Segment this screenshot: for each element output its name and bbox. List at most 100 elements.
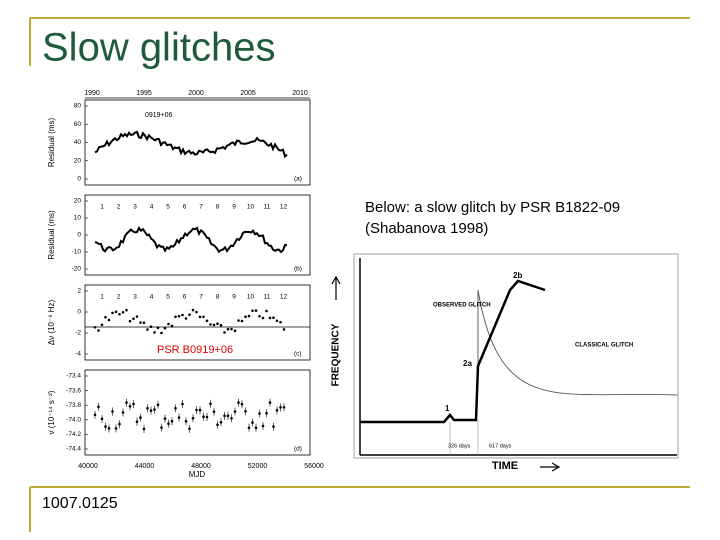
glitch-number: 6 [183, 294, 187, 301]
data-dot [111, 311, 114, 315]
glitch-number: 4 [150, 294, 154, 301]
data-dot [174, 315, 177, 319]
x-axis-label: MJD [189, 470, 206, 479]
data-dot [170, 324, 174, 328]
panel-tag: (c) [294, 351, 302, 358]
residual-curve [94, 226, 288, 254]
year-label: 2010 [292, 90, 308, 97]
arrow [331, 275, 341, 300]
y-tick-label: -74.2 [66, 431, 81, 438]
data-dot [177, 314, 181, 318]
glitch-number: 9 [232, 204, 236, 211]
glitch-number: 9 [232, 294, 236, 301]
glitch-number: 12 [280, 294, 288, 301]
y-tick-label: 0 [77, 176, 81, 183]
point-label: 2b [513, 271, 522, 280]
data-dot [146, 328, 149, 331]
x-tick-label: 56000 [304, 463, 324, 470]
data-dot [195, 310, 198, 314]
data-dot [230, 327, 233, 331]
data-dot [160, 331, 163, 335]
panel-tag: (b) [294, 266, 302, 273]
observed-label: OBSERVED GLITCH [433, 303, 491, 309]
data-dot [254, 309, 258, 312]
overlay-label: PSR B0919+06 [157, 344, 233, 356]
data-dot [272, 316, 275, 320]
x-tick-label: 40000 [78, 463, 98, 470]
day-label: 617 days [489, 443, 512, 449]
glitch-number: 1 [100, 294, 104, 301]
y-tick-label: -4 [75, 351, 81, 358]
y-tick-label: -73.6 [66, 387, 81, 394]
x-tick-label: 44000 [135, 463, 155, 470]
data-dot [202, 315, 205, 319]
panel-tag: (a) [294, 176, 302, 183]
data-dot [97, 329, 100, 332]
classical-label: CLASSICAL GLITCH [575, 343, 633, 349]
glitch-number: 7 [199, 294, 203, 301]
arrow [540, 462, 561, 472]
y-tick-label: -10 [72, 249, 82, 256]
y-tick-label: 80 [74, 103, 82, 110]
data-dot [261, 316, 265, 320]
data-dot [223, 331, 226, 334]
classical-curve [477, 289, 678, 396]
data-dot [128, 319, 132, 323]
xlabel: TIME [492, 460, 518, 472]
data-dot [121, 311, 125, 314]
y-axis-label: ν̇ (10⁻¹⁴ s⁻²) [47, 390, 56, 434]
glitch-number: 8 [216, 204, 220, 211]
glitch-number: 4 [150, 204, 154, 211]
data-dot [226, 327, 230, 331]
data-dot [135, 315, 139, 318]
residual-curve [94, 130, 288, 159]
data-dot [244, 315, 247, 319]
y-tick-label: 2 [77, 288, 81, 295]
y-tick-label: 20 [74, 198, 82, 205]
slide-title: Slow glitches [42, 26, 275, 70]
data-dot [153, 331, 156, 334]
year-label: 1990 [84, 90, 100, 97]
y-tick-label: -74.0 [66, 417, 81, 424]
year-label: 2000 [188, 90, 204, 97]
data-dot [149, 325, 153, 329]
data-dot [93, 326, 97, 329]
footer-id: 1007.0125 [42, 495, 118, 512]
year-label: 2005 [240, 90, 256, 97]
glitch-number: 5 [166, 204, 170, 211]
glitch-number: 3 [133, 204, 137, 211]
data-dot [139, 321, 142, 324]
glitch-number: 10 [247, 204, 255, 211]
panel-frame [84, 369, 311, 456]
data-dot [107, 318, 111, 322]
glitch-number: 2 [117, 204, 121, 211]
x-tick-label: 48000 [191, 463, 211, 470]
y-axis-label: Δν (10⁻⁹ Hz) [47, 299, 56, 345]
point-label: 2a [463, 359, 472, 368]
y-axis-label: Residual (ms) [47, 117, 56, 167]
data-dot [282, 328, 286, 331]
glitch-number: 11 [264, 294, 271, 301]
glitch-number: 10 [247, 294, 255, 301]
y-tick-label: -73.4 [66, 373, 81, 380]
data-dot [114, 310, 118, 314]
y-tick-label: -2 [75, 330, 81, 337]
y-tick-label: 20 [74, 157, 82, 164]
glitch-number: 6 [183, 204, 187, 211]
data-dot [188, 313, 191, 317]
glitch-number: 12 [280, 204, 288, 211]
data-dot [104, 315, 107, 319]
data-dot [237, 319, 240, 322]
y-tick-label: -73.8 [66, 402, 81, 409]
data-dot [240, 319, 244, 323]
data-dot [275, 319, 279, 323]
data-dot [125, 308, 128, 312]
day-label: 326 days [448, 443, 471, 449]
ylabel: FREQUENCY [331, 323, 342, 386]
data-dot [184, 317, 188, 320]
data-dot [233, 329, 237, 333]
glitch-number: 7 [199, 204, 203, 211]
data-dot [181, 313, 184, 317]
data-dot [265, 309, 268, 313]
